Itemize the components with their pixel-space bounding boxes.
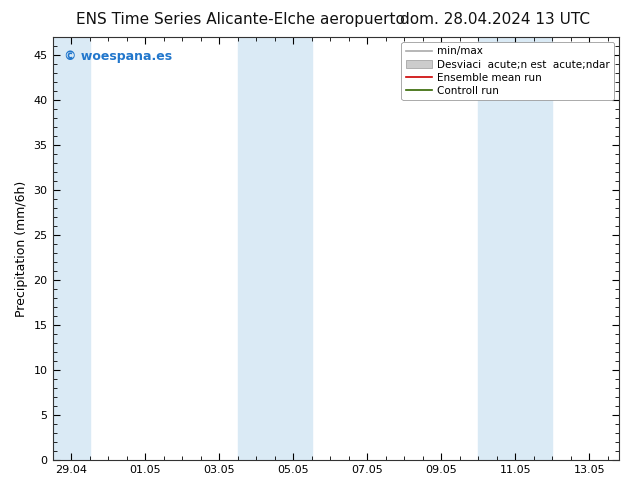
Bar bbox=[53, 37, 89, 460]
Legend: min/max, Desviaci  acute;n est  acute;ndar, Ensemble mean run, Controll run: min/max, Desviaci acute;n est acute;ndar… bbox=[401, 42, 614, 100]
Bar bbox=[478, 37, 552, 460]
Bar bbox=[238, 37, 312, 460]
Text: dom. 28.04.2024 13 UTC: dom. 28.04.2024 13 UTC bbox=[399, 12, 590, 27]
Y-axis label: Precipitation (mm/6h): Precipitation (mm/6h) bbox=[15, 180, 28, 317]
Text: © woespana.es: © woespana.es bbox=[64, 50, 172, 63]
Text: ENS Time Series Alicante-Elche aeropuerto: ENS Time Series Alicante-Elche aeropuert… bbox=[77, 12, 405, 27]
